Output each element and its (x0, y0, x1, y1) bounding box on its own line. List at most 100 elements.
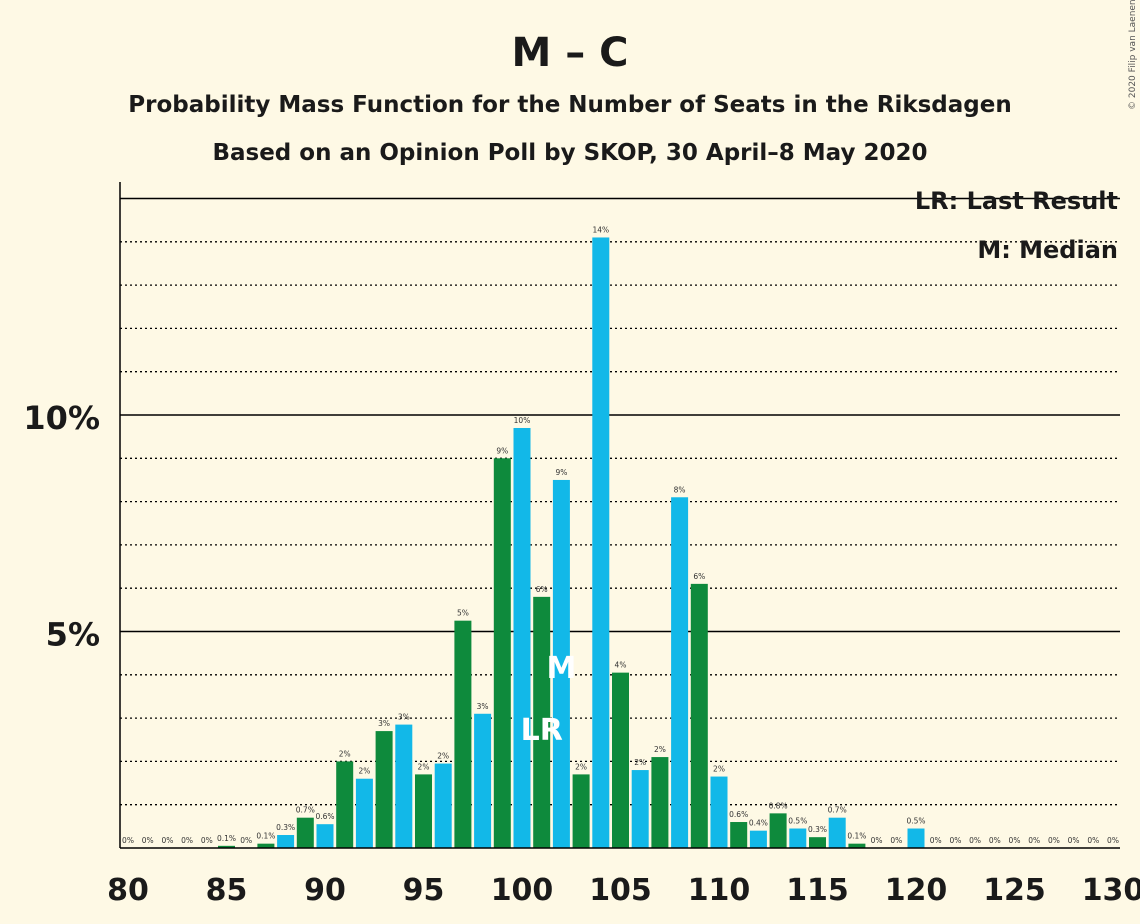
legend-last-result: LR: Last Result (915, 187, 1118, 215)
bar-seat-101 (533, 596, 551, 848)
bar-label-seat-84: 0% (201, 836, 213, 845)
bar-label-seat-88: 0.3% (276, 823, 295, 832)
bar-label-seat-106: 2% (634, 758, 646, 767)
bar-label-seat-109: 6% (693, 572, 705, 581)
y-tick-label-10: 10% (23, 399, 100, 437)
bar-seat-88 (277, 835, 295, 848)
bar-label-seat-123: 0% (969, 836, 981, 845)
bar-seat-106 (631, 770, 649, 848)
bar-label-seat-114: 0.5% (788, 817, 807, 826)
bar-label-seat-99: 9% (496, 446, 508, 455)
bar-label-seat-124: 0% (989, 836, 1001, 845)
bar-label-seat-104: 14% (592, 225, 609, 234)
bar-label-seat-122: 0% (949, 836, 961, 845)
bar-seat-98 (474, 713, 492, 848)
bar-label-seat-82: 0% (161, 836, 173, 845)
bar-seat-91 (336, 761, 354, 848)
bar-label-seat-102: 9% (555, 468, 567, 477)
bar-label-seat-121: 0% (930, 836, 942, 845)
bar-seat-114 (789, 828, 807, 848)
x-tick-label-125: 125 (983, 873, 1046, 908)
bar-label-seat-87: 0.1% (256, 832, 275, 841)
bar-seat-107 (651, 757, 669, 848)
bar-label-seat-118: 0% (871, 836, 883, 845)
bar-seat-85 (218, 845, 235, 848)
bar-label-seat-111: 0.6% (729, 810, 748, 819)
x-tick-label-110: 110 (688, 873, 751, 908)
bar-label-seat-119: 0% (890, 836, 902, 845)
bar-seat-109 (690, 583, 708, 848)
bar-seat-104 (592, 237, 610, 849)
copyright-text: © 2020 Filip van Laenen (1128, 0, 1138, 110)
bar-seat-96 (434, 763, 452, 848)
bar-label-seat-108: 8% (674, 485, 686, 494)
last-result-marker: LR (521, 713, 563, 748)
bar-label-seat-116: 0.7% (828, 806, 847, 815)
bar-label-seat-96: 2% (437, 752, 449, 761)
bar-label-seat-103: 2% (575, 762, 587, 771)
x-tick-label-130: 130 (1082, 873, 1140, 908)
x-tick-label-120: 120 (885, 873, 948, 908)
x-tick-label-105: 105 (589, 873, 652, 908)
bar-seat-108 (671, 497, 689, 848)
bar-seat-92 (355, 778, 373, 848)
legend-median: M: Median (977, 236, 1118, 264)
bar-seat-100 (513, 427, 531, 848)
bar-label-seat-117: 0.1% (847, 832, 866, 841)
bar-label-seat-125: 0% (1009, 836, 1021, 845)
bar-label-seat-90: 0.6% (315, 812, 334, 821)
axes-group: 5% 10% 80 85 90 95 100 105 110 115 120 125 130 (23, 182, 1140, 908)
bar-seat-103 (572, 774, 590, 848)
bar-seat-113 (769, 813, 787, 848)
x-tick-label-80: 80 (107, 873, 149, 908)
bar-label-seat-89: 0.7% (296, 806, 315, 815)
bar-seat-115 (809, 837, 826, 848)
chart-subtitle-1: Probability Mass Function for the Number… (128, 92, 1011, 118)
bar-label-seat-81: 0% (142, 836, 154, 845)
bar-label-seat-93: 3% (378, 719, 390, 728)
bar-label-seat-107: 2% (654, 745, 666, 754)
median-marker: M (546, 651, 576, 686)
bar-label-seat-129: 0% (1087, 836, 1099, 845)
bar-label-seat-97: 5% (457, 609, 469, 618)
bar-seat-89 (296, 817, 314, 848)
bar-seat-116 (828, 817, 846, 848)
bar-label-seat-91: 2% (339, 749, 351, 758)
bar-label-seat-112: 0.4% (749, 819, 768, 828)
bar-label-seat-85: 0.1% (217, 834, 236, 843)
bar-seat-94 (395, 724, 413, 848)
bar-label-seat-113: 0.8% (769, 801, 788, 810)
bar-label-seat-94: 3% (398, 713, 410, 722)
bar-seat-102 (552, 479, 570, 848)
x-tick-label-90: 90 (304, 873, 346, 908)
x-tick-label-85: 85 (206, 873, 248, 908)
chart-title: M – C (511, 30, 628, 76)
bar-seat-93 (375, 731, 393, 848)
bar-label-seat-115: 0.3% (808, 825, 827, 834)
bar-label-seat-126: 0% (1028, 836, 1040, 845)
bar-seat-105 (612, 672, 629, 848)
x-tick-label-100: 100 (491, 873, 554, 908)
x-tick-label-115: 115 (786, 873, 849, 908)
bar-seat-90 (316, 824, 334, 848)
bar-label-seat-105: 4% (615, 661, 627, 670)
bar-seat-95 (415, 774, 432, 848)
bar-label-seat-101: 6% (536, 585, 548, 594)
bar-seat-97 (454, 620, 472, 848)
bar-label-seat-110: 2% (713, 765, 725, 774)
bar-seat-120 (907, 828, 925, 848)
bar-label-seat-127: 0% (1048, 836, 1060, 845)
bar-label-seat-92: 2% (358, 767, 370, 776)
bar-label-seat-128: 0% (1068, 836, 1080, 845)
bar-seat-87 (257, 843, 275, 848)
bars-group (218, 237, 925, 849)
bar-seat-111 (730, 822, 748, 848)
chart-subtitle-2: Based on an Opinion Poll by SKOP, 30 Apr… (212, 140, 927, 166)
bar-label-seat-86: 0% (240, 836, 252, 845)
bar-label-seat-83: 0% (181, 836, 193, 845)
bar-seat-99 (493, 458, 511, 848)
bar-label-seat-100: 10% (514, 416, 531, 425)
bar-labels-group: 0% 0% 0% 0% 0% 0.1% 0% 0.1%0.3%0.7%0.6%2%2%3%3%… (122, 225, 1119, 845)
bar-label-seat-95: 2% (418, 762, 430, 771)
